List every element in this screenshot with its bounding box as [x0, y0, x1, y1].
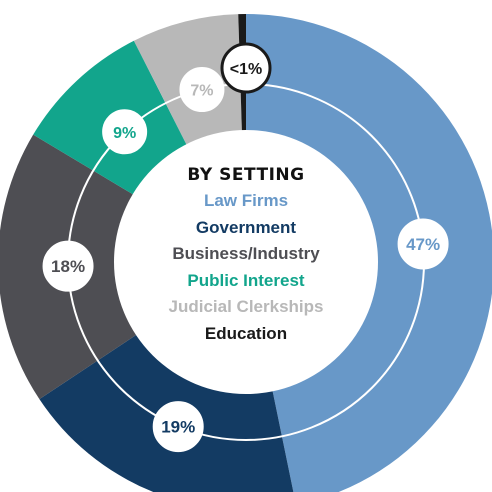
chart-title: BY SETTING — [187, 165, 305, 185]
legend-item-public-interest: Public Interest — [187, 270, 305, 290]
legend-item-law-firms: Law Firms — [203, 191, 289, 210]
data-label-bubble — [220, 42, 272, 94]
inner-disc — [114, 130, 378, 394]
legend-item-government: Government — [195, 217, 297, 237]
data-label-text: 47% — [406, 235, 440, 254]
data-label-public-interest: 9% — [102, 109, 148, 155]
legend-item-judicial-clerkships: Judicial Clerkships — [168, 297, 324, 316]
data-label-text: 19% — [161, 418, 195, 437]
data-label-law-firms: 47% — [397, 218, 449, 270]
legend: BY SETTING Law Firms Government Business… — [96, 164, 396, 347]
legend-item-business-industry: Business/Industry — [172, 244, 320, 263]
data-label-education: <1% — [220, 42, 272, 94]
data-label-government: 19% — [152, 401, 204, 453]
data-label-text: 9% — [113, 125, 136, 142]
legend-item-education: Education — [204, 323, 288, 343]
data-label-bubble — [179, 67, 225, 113]
data-label-text: <1% — [230, 61, 262, 78]
data-label-business-industry: 18% — [42, 240, 94, 292]
data-label-bubble — [42, 240, 94, 292]
data-label-bubble — [102, 109, 148, 155]
data-label-text: 18% — [51, 257, 85, 276]
data-label-text: 7% — [190, 83, 213, 100]
data-label-judicial-clerkships: 7% — [179, 67, 225, 113]
data-label-bubble — [397, 218, 449, 270]
data-label-bubble — [152, 401, 204, 453]
